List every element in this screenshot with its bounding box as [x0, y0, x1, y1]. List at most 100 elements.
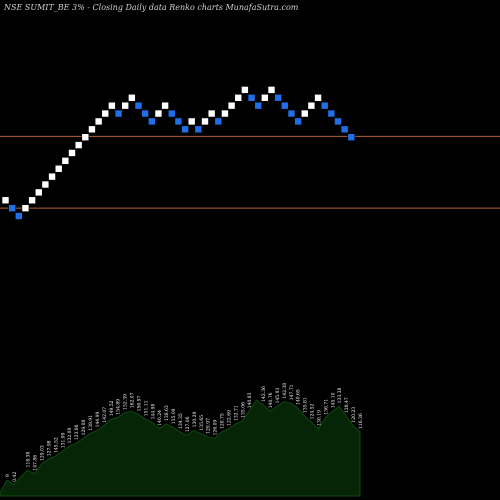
volume-label: 127.98	[46, 440, 52, 456]
volume-label: 144.98	[150, 404, 156, 420]
brick-up	[94, 117, 103, 126]
brick-down	[247, 93, 256, 102]
volume-label: 142.36	[261, 386, 267, 402]
brick-up	[41, 180, 50, 189]
brick-up	[234, 93, 243, 102]
volume-label: 131.99	[60, 432, 66, 448]
brick-down	[181, 125, 189, 134]
brick-up	[241, 86, 249, 94]
brick-up	[61, 157, 70, 165]
volume-label: 126.09	[213, 420, 219, 436]
brick-up	[48, 172, 56, 181]
volume-label: 140.65	[296, 389, 302, 405]
brick-up	[128, 93, 136, 102]
brick-up	[154, 109, 163, 118]
brick-down	[340, 125, 349, 134]
brick-up	[300, 109, 309, 118]
volume-label: 128.47	[344, 397, 350, 413]
brick-up	[34, 188, 43, 197]
volume-label: 142.07	[102, 407, 108, 423]
volume-label: 124.52	[310, 404, 316, 420]
brick-down	[134, 101, 143, 110]
volume-label: 135.65	[199, 415, 205, 431]
volume-label: 145.93	[275, 388, 281, 404]
volume-label: 127.06	[185, 416, 191, 432]
renko-bricks	[1, 86, 356, 220]
brick-up	[28, 196, 36, 205]
brick-down	[194, 125, 203, 134]
volume-label: 145.52	[53, 437, 59, 453]
brick-down	[334, 117, 342, 126]
volume-label: 9	[5, 474, 11, 477]
brick-up	[21, 204, 30, 212]
brick-up	[161, 101, 169, 110]
volume-label: 128.75	[220, 413, 226, 429]
brick-up	[261, 93, 269, 102]
brick-up	[187, 117, 196, 126]
volume-label: 151.11	[143, 400, 149, 416]
brick-down	[274, 93, 282, 102]
brick-up	[88, 125, 96, 134]
brick-down	[214, 117, 223, 126]
volume-label: 147.86	[33, 455, 39, 471]
brick-down	[15, 212, 23, 220]
brick-down	[141, 109, 149, 118]
brick-down	[167, 109, 176, 118]
volume-label: 129.03	[40, 445, 46, 461]
volume-label: 145.10	[330, 392, 336, 408]
brick-down	[254, 101, 262, 110]
volume-label: 144.99	[95, 412, 101, 428]
volume-label: 132.71	[233, 405, 239, 421]
volume-label: 116.36	[358, 413, 364, 429]
chart-title: NSE SUMIT_BE 3% - Closing Daily data Ren…	[3, 3, 299, 12]
brick-up	[307, 101, 316, 110]
volume-label: 149.52	[109, 400, 115, 416]
volume-label: 136.71	[323, 399, 329, 415]
brick-up	[221, 109, 229, 118]
volume-label: 120.23	[351, 407, 357, 423]
volume-label: 129.97	[206, 418, 212, 434]
volume-label: 142.38	[282, 383, 288, 399]
volume-label: 130.29	[192, 412, 198, 428]
volume-label: 133.38	[337, 388, 343, 404]
brick-up	[1, 196, 10, 205]
volume-label: 129.08	[81, 420, 87, 436]
volume-area	[0, 399, 361, 497]
volume-label: 134.35	[178, 413, 184, 429]
brick-up	[121, 101, 129, 110]
brick-down	[114, 109, 123, 118]
volume-label: 140.76	[268, 392, 274, 408]
volume-label: 130.19	[316, 410, 322, 426]
volume-area-path	[0, 399, 361, 497]
volume-label: 138.91	[88, 415, 94, 431]
brick-down	[294, 117, 302, 126]
volume-label: 140.24	[157, 410, 163, 426]
brick-down	[347, 133, 356, 141]
volume-label: 132.09	[67, 428, 73, 444]
brick-up	[201, 117, 209, 126]
brick-down	[8, 204, 16, 212]
volume-label: 162.07	[130, 392, 136, 408]
brick-down	[174, 117, 183, 126]
volume-label: 156.97	[136, 396, 142, 412]
brick-down	[280, 101, 289, 110]
brick-up	[54, 164, 63, 173]
volume-label: 152.39	[123, 394, 129, 410]
volume-label: 140.83	[247, 392, 253, 408]
volume-label: 135.09	[171, 408, 177, 424]
brick-up	[101, 109, 110, 118]
volume-label: 135.06	[240, 402, 246, 418]
volume-label: 0.42	[12, 472, 18, 482]
volume-label: 122.69	[226, 410, 232, 426]
brick-down	[320, 101, 329, 110]
brick-up	[267, 86, 276, 94]
volume-label: 138.63	[164, 405, 170, 421]
brick-up	[314, 93, 322, 102]
brick-down	[287, 109, 296, 118]
brick-up	[207, 109, 216, 118]
volume-label: 118.38	[26, 452, 32, 468]
volume-label: 154.89	[116, 399, 122, 415]
